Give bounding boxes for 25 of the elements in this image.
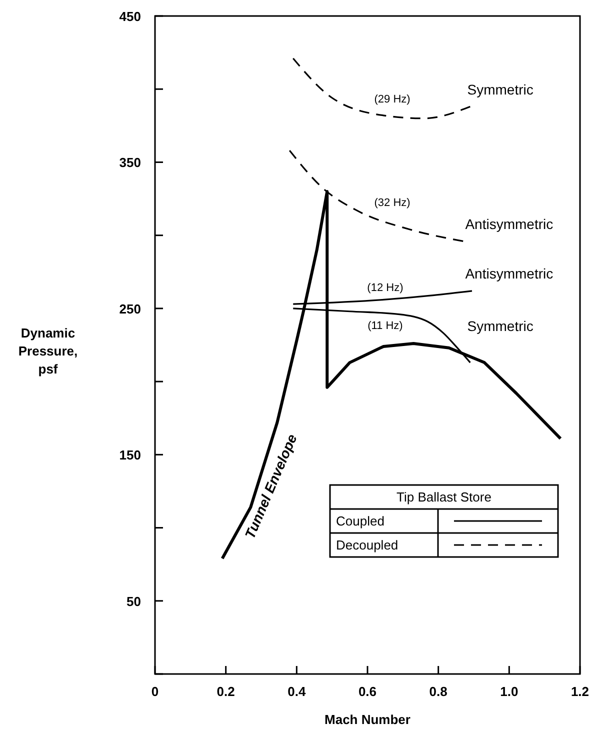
x-tick-label: 0.6: [358, 684, 377, 699]
annotation: (11 Hz): [368, 320, 403, 332]
y-tick-label: 50: [126, 594, 141, 609]
annotation: Symmetric: [467, 81, 534, 98]
x-tick-label: 0: [151, 684, 159, 699]
y-tick-label: 250: [119, 301, 141, 316]
y-tick-label: 150: [119, 448, 141, 463]
annotation: (32 Hz): [374, 197, 410, 210]
annotation: Symmetric: [467, 318, 534, 334]
x-tick-label: 0.2: [216, 684, 235, 699]
y-tick-label: 450: [119, 9, 141, 24]
annotation: Decoupled: [336, 537, 398, 552]
annotation: Antisymmetric: [465, 266, 554, 282]
annotation: (12 Hz): [367, 282, 404, 294]
y-tick-label: 350: [119, 155, 141, 170]
x-axis-title: Mach Number: [324, 712, 410, 727]
annotation: (29 Hz): [374, 93, 410, 106]
legend-title: Tip Ballast Store: [396, 489, 492, 504]
x-tick-label: 1.2: [570, 684, 590, 699]
x-tick-label: 1.0: [500, 684, 518, 699]
annotation: Coupled: [336, 513, 384, 528]
x-tick-label: 0.4: [288, 684, 306, 699]
annotation: Antisymmetric: [465, 216, 554, 232]
x-tick-label: 0.8: [429, 684, 448, 699]
y-axis-title: Dynamic Pressure, psf: [18, 326, 78, 377]
